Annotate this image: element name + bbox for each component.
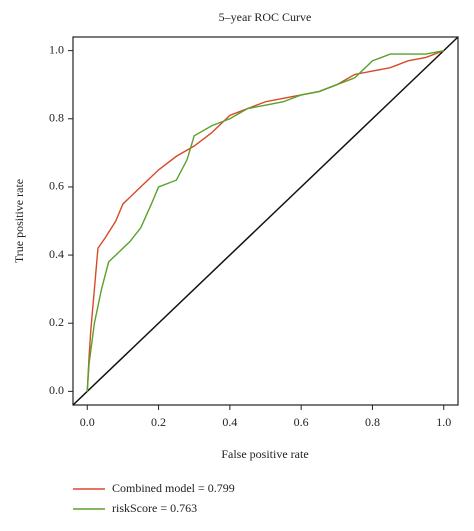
roc-line: [86, 49, 444, 392]
x-tick-label: 0.2: [151, 415, 166, 429]
x-tick-label: 1.0: [436, 415, 451, 429]
roc-line: [86, 49, 444, 392]
chart-title: 5–year ROC Curve: [219, 10, 312, 24]
y-tick-label: 0.0: [49, 383, 64, 397]
reference-diagonal: [72, 36, 459, 406]
x-axis-label: False positive rate: [221, 447, 308, 461]
x-tick-label: 0.8: [365, 415, 380, 429]
y-tick-label: 0.2: [49, 315, 64, 329]
y-tick-label: 1.0: [49, 42, 64, 56]
y-tick-label: 0.4: [49, 247, 64, 261]
x-tick-label: 0.4: [222, 415, 237, 429]
y-tick-label: 0.6: [49, 179, 64, 193]
x-tick-label: 0.6: [294, 415, 309, 429]
legend-label: riskScore = 0.763: [112, 501, 197, 515]
y-axis-label: True positive rate: [12, 179, 26, 263]
legend-label: Combined model = 0.799: [112, 481, 235, 495]
y-tick-label: 0.8: [49, 111, 64, 125]
plot-frame: [72, 36, 459, 406]
x-tick-label: 0.0: [80, 415, 95, 429]
